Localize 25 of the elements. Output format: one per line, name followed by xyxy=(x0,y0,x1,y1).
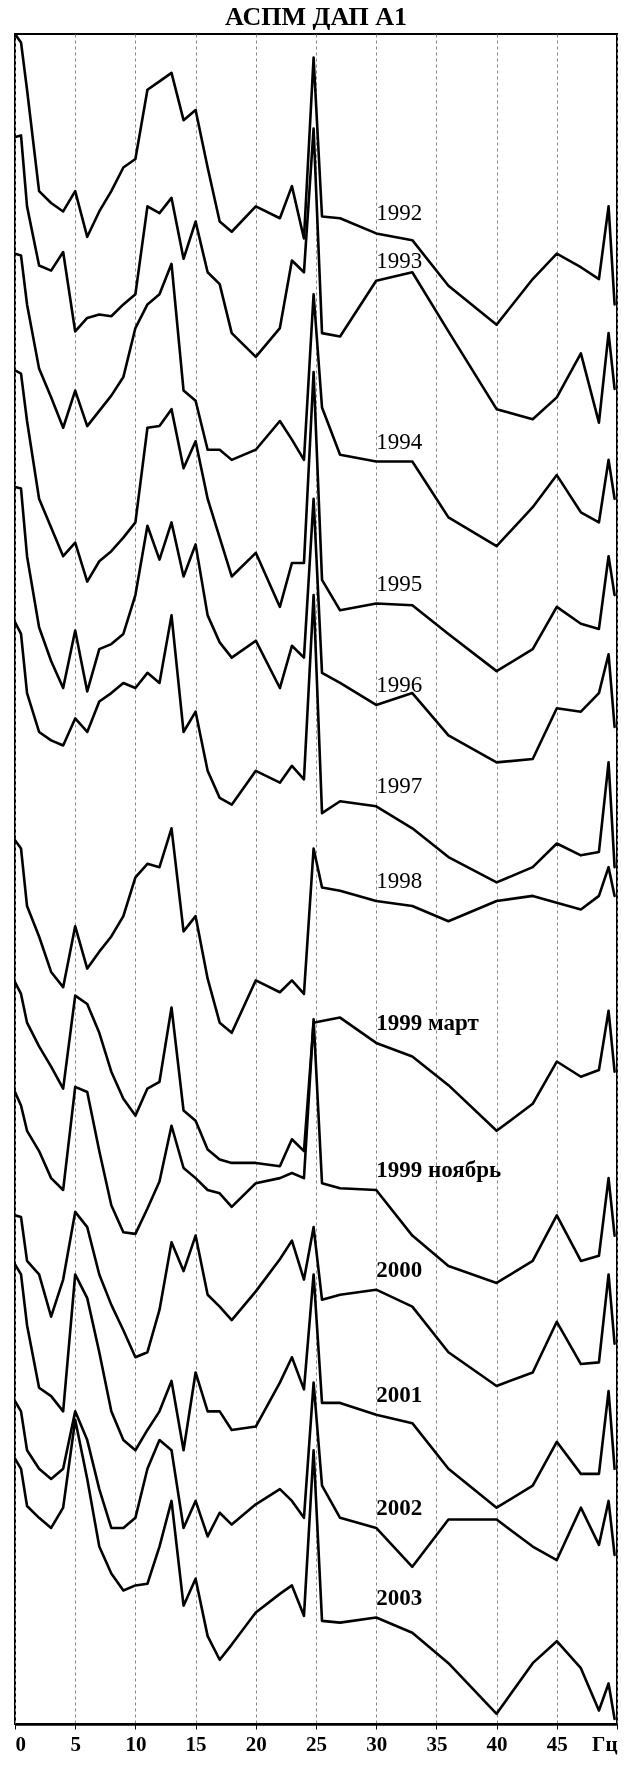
x-tick-label: 5 xyxy=(70,1731,81,1756)
x-tick-label: 30 xyxy=(366,1731,388,1756)
x-tick-label: 45 xyxy=(546,1731,568,1756)
x-tick-label: 15 xyxy=(185,1731,207,1756)
x-tick-label: Гц xyxy=(592,1731,618,1756)
series-label: 1999 март xyxy=(376,1009,480,1035)
series-label: 1997 xyxy=(376,773,423,799)
x-tick-label: 0 xyxy=(15,1731,26,1756)
series-label: 1993 xyxy=(376,247,423,273)
chart-title: АСПМ ДАП А1 xyxy=(224,2,408,31)
series-label: 1995 xyxy=(376,570,423,596)
series-label: 1992 xyxy=(376,200,423,226)
series-label: 2002 xyxy=(376,1494,423,1520)
series-label: 1996 xyxy=(376,671,423,697)
series-label: 2001 xyxy=(376,1381,423,1407)
x-tick-label: 25 xyxy=(306,1731,327,1756)
x-tick-label: 10 xyxy=(125,1731,147,1756)
x-tick-label: 35 xyxy=(426,1731,448,1756)
series-label: 1994 xyxy=(376,428,423,454)
series-label: 1999 ноябрь xyxy=(376,1156,502,1182)
series-label: 2003 xyxy=(376,1584,423,1610)
series-label: 1998 xyxy=(376,867,423,893)
x-tick-label: 40 xyxy=(486,1731,508,1756)
x-tick-label: 20 xyxy=(245,1731,267,1756)
series-label: 2000 xyxy=(376,1256,423,1282)
